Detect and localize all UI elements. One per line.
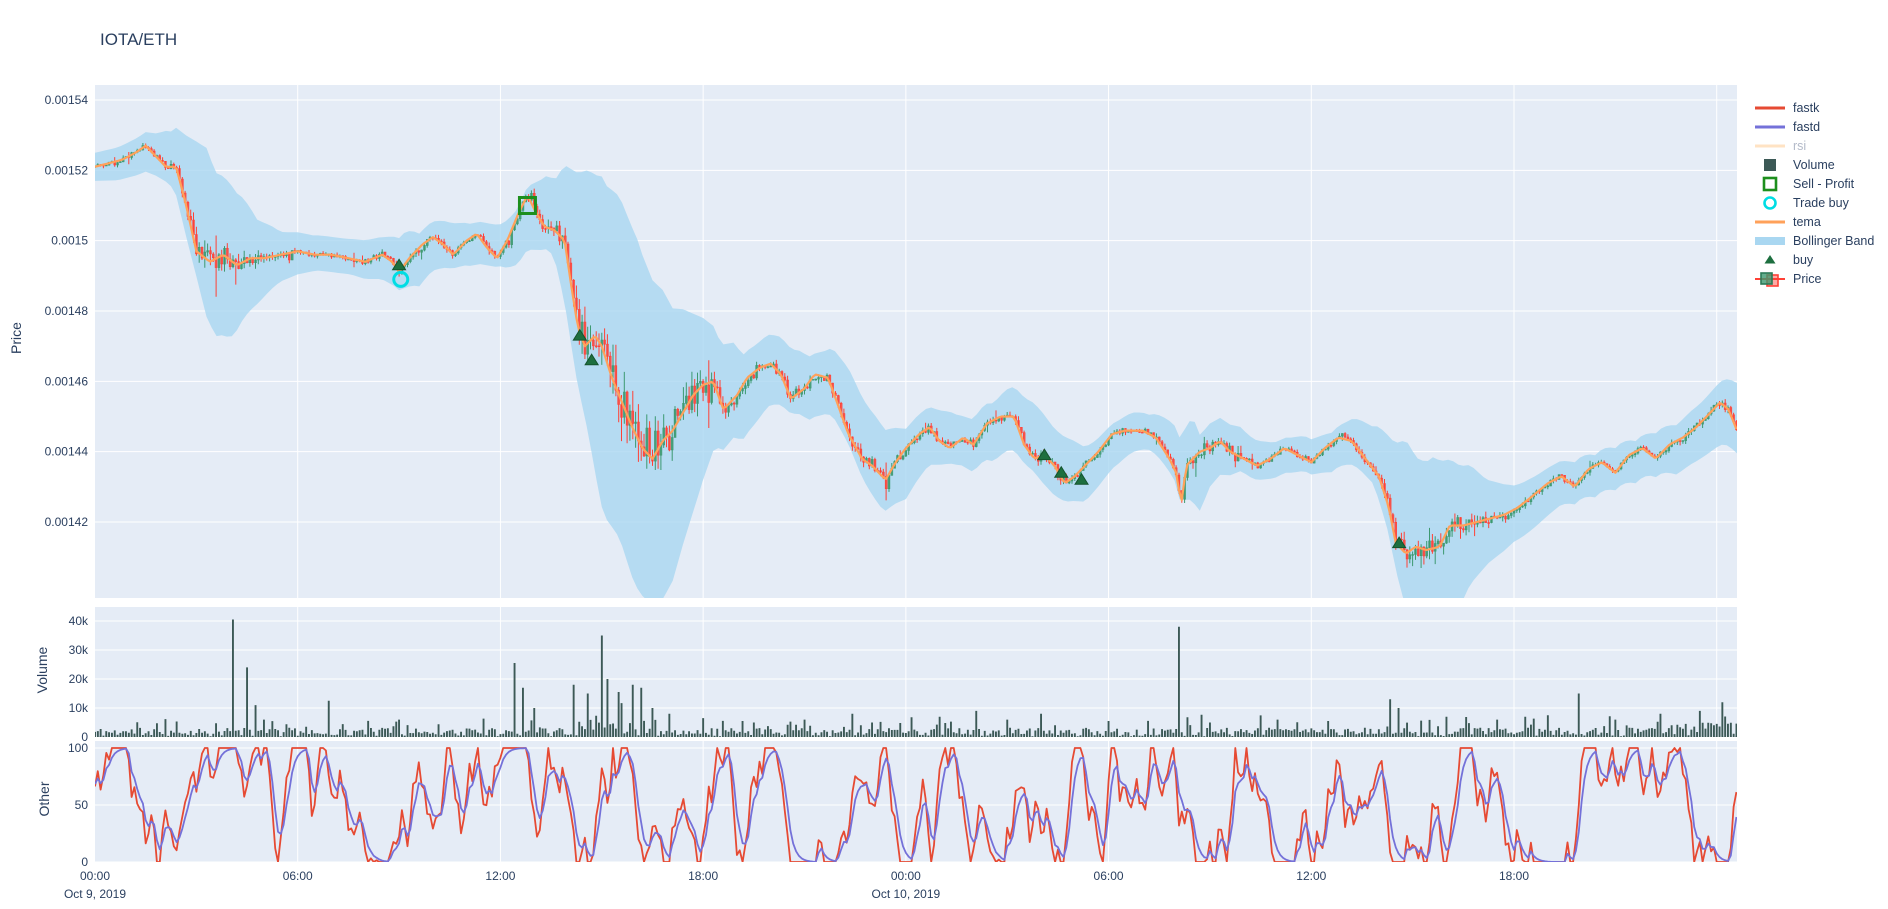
volume-square-icon [1764, 158, 1776, 171]
legend-label-fastk: fastk [1793, 100, 1820, 115]
price-tick-label: 0.00144 [45, 445, 89, 459]
other-series-group [95, 747, 1737, 862]
x-tick-label: 06:00 [283, 869, 313, 883]
other-tick-label: 100 [68, 741, 88, 755]
legend-item-tema[interactable]: tema [1752, 212, 1874, 231]
fastk-line-swatch-icon [1755, 106, 1785, 109]
buy-marker [1074, 472, 1089, 485]
legend-label-tema: tema [1793, 214, 1821, 229]
buy-marker [1391, 536, 1407, 549]
other-tick-label: 50 [75, 798, 89, 812]
x-tick-label: 00:00 [891, 869, 921, 883]
legend-swatch-trade-buy [1752, 195, 1788, 211]
price-tick-label: 0.00148 [45, 304, 89, 318]
price-candle-icon [1755, 271, 1785, 287]
buy-marker [572, 328, 588, 341]
legend-item-trade-buy[interactable]: Trade buy [1752, 193, 1874, 212]
legend-label-trade-buy: Trade buy [1793, 195, 1849, 210]
volume-tick-label: 0 [81, 730, 88, 744]
legend-swatch-fastk [1752, 100, 1788, 116]
x-tick-label: 18:00 [1499, 869, 1529, 883]
fastk-line [95, 747, 1737, 862]
volume-axis-title: Volume [34, 646, 50, 694]
trade-buy-circle-icon [1763, 195, 1777, 210]
other-axis-title: Other [36, 781, 52, 817]
buy-marker [1036, 448, 1052, 461]
rsi-line-swatch-icon [1755, 144, 1785, 147]
legend-swatch-fastd [1752, 119, 1788, 135]
legend-swatch-bollinger-band [1752, 233, 1788, 249]
buy-triangle-icon [1764, 254, 1776, 263]
legend-item-rsi[interactable]: rsi [1752, 136, 1874, 155]
legend-swatch-rsi [1752, 138, 1788, 154]
legend: fastk fastd rsi Volume Sell - Profit Trade bu… [1752, 98, 1874, 288]
buy-marker [391, 258, 407, 271]
legend-label-rsi: rsi [1793, 138, 1807, 153]
legend-swatch-volume [1752, 157, 1788, 173]
legend-item-sell-profit[interactable]: Sell - Profit [1752, 174, 1874, 193]
x-tick-label: 12:00 [1296, 869, 1326, 883]
price-tick-label: 0.00152 [45, 163, 89, 177]
volume-tick-label: 20k [69, 672, 89, 686]
buy-marker [584, 353, 600, 366]
legend-item-buy[interactable]: buy [1752, 250, 1874, 269]
legend-swatch-sell-profit [1752, 176, 1788, 192]
x-tick-date-label: Oct 10, 2019 [871, 887, 940, 901]
legend-item-bollinger-band[interactable]: Bollinger Band [1752, 231, 1874, 250]
tema-line-swatch-icon [1755, 220, 1785, 223]
legend-label-price: Price [1793, 271, 1822, 286]
x-tick-label: 00:00 [80, 869, 110, 883]
price-axis-title: Price [8, 322, 24, 354]
x-tick-label: 12:00 [485, 869, 515, 883]
legend-label-sell-profit: Sell - Profit [1793, 176, 1855, 191]
volume-tick-label: 30k [69, 643, 89, 657]
buy-marker [1053, 465, 1069, 478]
legend-item-price[interactable]: Price [1752, 269, 1874, 288]
price-series-group [95, 127, 1737, 598]
fastd-line [95, 747, 1737, 862]
legend-swatch-tema [1752, 214, 1788, 230]
volume-panel[interactable] [95, 607, 1737, 737]
x-tick-date-label: Oct 9, 2019 [64, 887, 126, 901]
trade-buy-marker [392, 270, 410, 288]
legend-label-bollinger-band: Bollinger Band [1793, 233, 1875, 248]
legend-label-buy: buy [1793, 252, 1814, 267]
x-tick-label: 18:00 [688, 869, 718, 883]
price-tick-label: 0.0015 [51, 234, 88, 248]
bollinger-band-swatch-icon [1755, 236, 1785, 245]
sell-profit-marker [517, 195, 537, 215]
sell-profit-square-icon [1762, 176, 1778, 191]
legend-item-fastk[interactable]: fastk [1752, 98, 1874, 117]
volume-tick-label: 40k [69, 614, 89, 628]
fastd-line-swatch-icon [1755, 125, 1785, 128]
volume-tick-label: 10k [69, 701, 89, 715]
legend-label-volume: Volume [1793, 157, 1835, 172]
chart-title: IOTA/ETH [100, 30, 178, 49]
legend-label-fastd: fastd [1793, 119, 1821, 134]
x-tick-label: 06:00 [1094, 869, 1124, 883]
price-tick-label: 0.00142 [45, 515, 89, 529]
other-tick-label: 0 [81, 855, 88, 869]
legend-swatch-price [1752, 271, 1788, 287]
legend-item-fastd[interactable]: fastd [1752, 117, 1874, 136]
price-tick-label: 0.00146 [45, 374, 89, 388]
tema-line [95, 144, 1737, 554]
price-tick-label: 0.00154 [45, 93, 89, 107]
legend-item-volume[interactable]: Volume [1752, 155, 1874, 174]
volume-series-group [95, 619, 1737, 737]
legend-swatch-buy [1752, 252, 1788, 268]
